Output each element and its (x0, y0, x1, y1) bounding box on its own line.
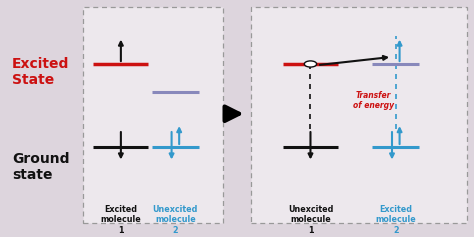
Text: Excited
molecule
2: Excited molecule 2 (375, 205, 416, 235)
Text: Excited
State: Excited State (12, 57, 69, 87)
FancyBboxPatch shape (83, 7, 223, 223)
Text: Transfer
of energy: Transfer of energy (353, 91, 394, 110)
Ellipse shape (304, 61, 317, 67)
Text: Ground
state: Ground state (12, 152, 69, 182)
Text: Excited
molecule
1: Excited molecule 1 (100, 205, 141, 235)
FancyBboxPatch shape (251, 7, 467, 223)
Text: Unexcited
molecule
1: Unexcited molecule 1 (288, 205, 333, 235)
Text: Unexcited
molecule
2: Unexcited molecule 2 (153, 205, 198, 235)
